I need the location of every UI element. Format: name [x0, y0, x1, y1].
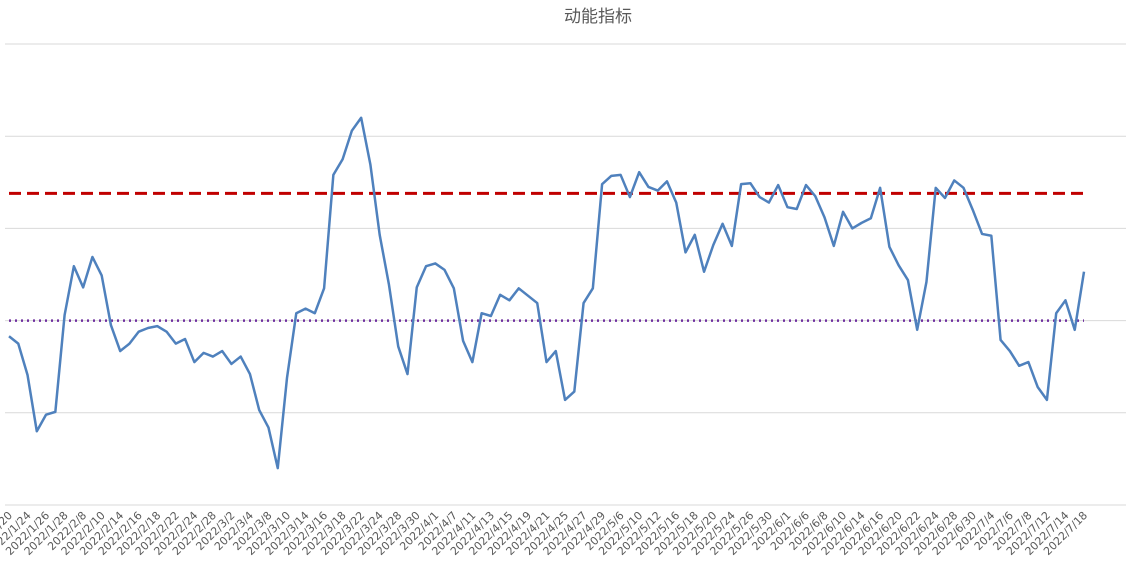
chart-title: 动能指标 [564, 7, 632, 27]
line [8, 116, 1086, 470]
